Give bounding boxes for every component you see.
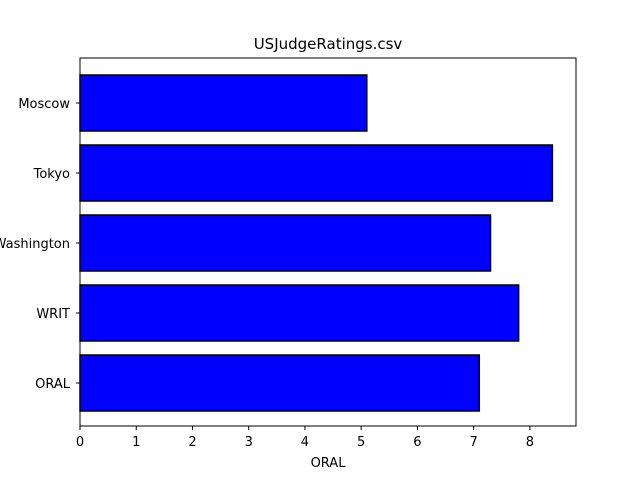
bars-group: [79, 74, 554, 412]
y-tick-label: ORAL: [35, 377, 71, 392]
y-tick-label: Washington: [0, 237, 70, 252]
x-axis-label: ORAL: [311, 456, 347, 471]
bar-writ: [79, 284, 520, 342]
y-tick-label: WRIT: [36, 307, 70, 322]
x-tick-label: 0: [76, 435, 84, 450]
x-tick-label: 7: [470, 435, 478, 450]
x-tick-label: 4: [301, 435, 309, 450]
x-tick-label: 1: [132, 435, 140, 450]
bar-moscow: [79, 74, 368, 132]
chart-title: USJudgeRatings.csv: [254, 35, 403, 53]
x-tick-label: 3: [245, 435, 253, 450]
x-tick-label: 5: [357, 435, 365, 450]
x-tick-label: 2: [188, 435, 196, 450]
y-tick-label: Moscow: [18, 97, 70, 112]
bar-oral: [79, 354, 481, 412]
y-tick-label: Tokyo: [33, 167, 70, 182]
x-tick-label: 6: [413, 435, 421, 450]
plot-frame: [79, 57, 577, 427]
x-tick-label: 8: [526, 435, 534, 450]
bar-tokyo: [79, 144, 554, 202]
bar-washington: [79, 214, 492, 272]
x-axis-ticks: 0 1 2 3 4 5 6 7 8: [76, 426, 534, 450]
y-axis-ticks: Moscow Tokyo Washington WRIT ORAL: [0, 97, 80, 392]
